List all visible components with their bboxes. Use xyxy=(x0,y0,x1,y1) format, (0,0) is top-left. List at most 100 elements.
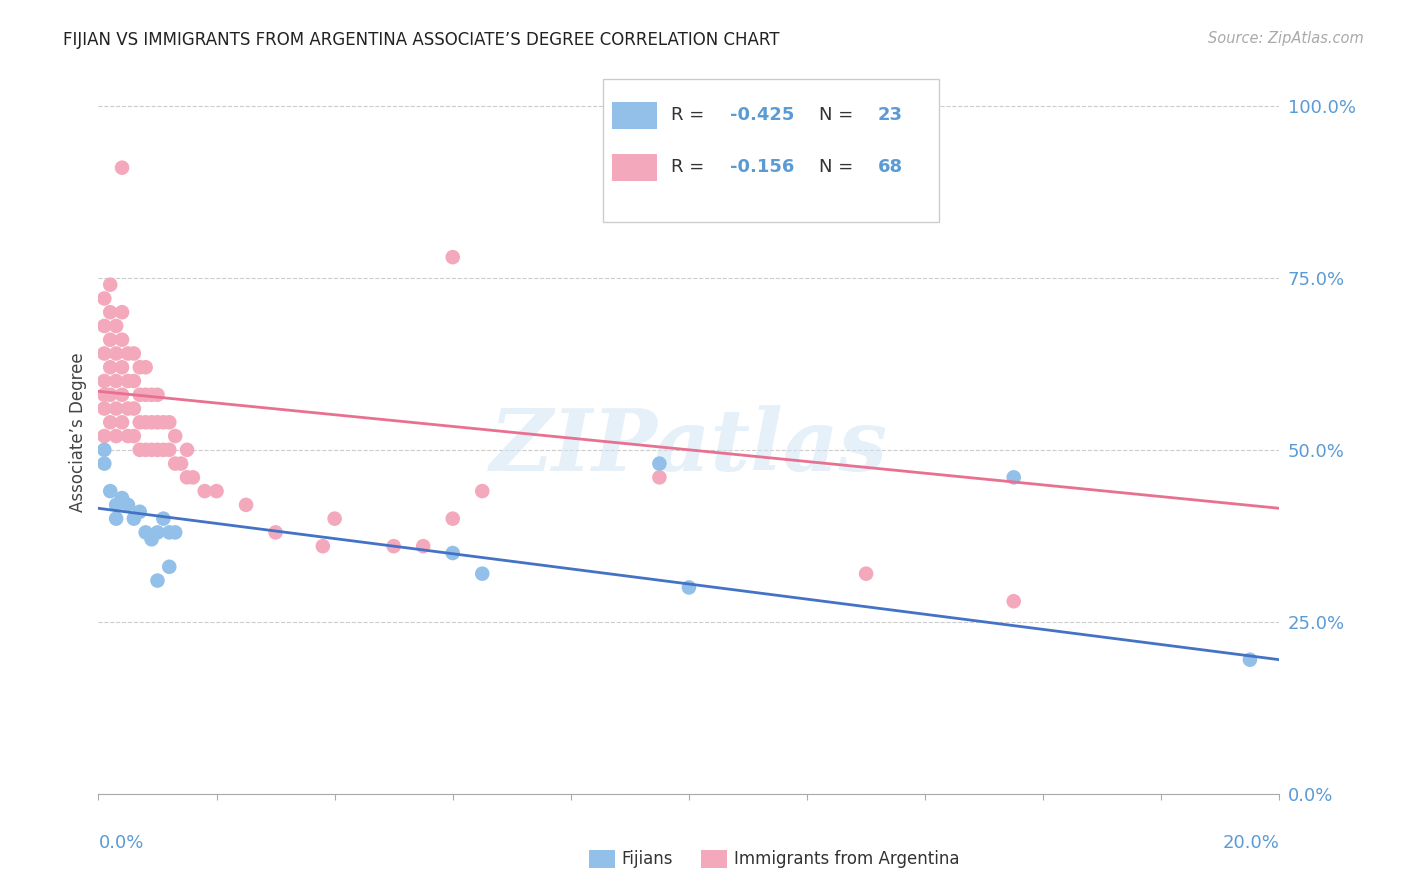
Point xyxy=(157,559,180,574)
Text: -0.156: -0.156 xyxy=(730,158,794,176)
Point xyxy=(128,388,150,402)
Point xyxy=(117,374,139,388)
Text: 23: 23 xyxy=(877,106,903,124)
Point xyxy=(98,484,121,499)
Point xyxy=(205,484,228,499)
Point xyxy=(105,498,128,512)
Point xyxy=(93,318,115,333)
Text: 68: 68 xyxy=(877,158,903,176)
Point xyxy=(165,457,187,471)
Point xyxy=(176,470,198,484)
Point xyxy=(1002,594,1025,608)
Point xyxy=(105,374,128,388)
Point xyxy=(170,457,193,471)
Point xyxy=(98,388,121,402)
Point xyxy=(135,388,157,402)
Point xyxy=(122,511,145,525)
FancyBboxPatch shape xyxy=(612,153,657,181)
Point xyxy=(111,491,134,505)
Point xyxy=(122,374,145,388)
Point xyxy=(128,505,150,519)
Text: N =: N = xyxy=(818,106,859,124)
Point xyxy=(146,574,169,588)
Point xyxy=(105,401,128,416)
Point xyxy=(135,415,157,429)
Point xyxy=(323,511,346,525)
Point xyxy=(141,415,163,429)
Point xyxy=(93,442,115,457)
Point xyxy=(194,484,217,499)
Text: 20.0%: 20.0% xyxy=(1223,834,1279,852)
Point xyxy=(98,277,121,292)
Point xyxy=(98,415,121,429)
Point xyxy=(165,429,187,443)
Text: R =: R = xyxy=(671,106,710,124)
Text: N =: N = xyxy=(818,158,859,176)
Text: -0.425: -0.425 xyxy=(730,106,794,124)
Point xyxy=(93,457,115,471)
Point xyxy=(141,533,163,547)
Point xyxy=(93,429,115,443)
Point xyxy=(157,525,180,540)
Point xyxy=(146,442,169,457)
Point xyxy=(471,566,494,581)
Point xyxy=(648,470,671,484)
Point xyxy=(111,388,134,402)
FancyBboxPatch shape xyxy=(700,849,727,868)
Point xyxy=(111,305,134,319)
Point xyxy=(165,525,187,540)
Point xyxy=(117,346,139,360)
Point xyxy=(141,442,163,457)
Point xyxy=(122,429,145,443)
Text: Immigrants from Argentina: Immigrants from Argentina xyxy=(734,850,959,868)
Point xyxy=(648,457,671,471)
Point xyxy=(157,442,180,457)
Point xyxy=(93,346,115,360)
Point xyxy=(678,581,700,595)
Point xyxy=(152,415,174,429)
Point xyxy=(855,566,877,581)
Point xyxy=(152,511,174,525)
Point xyxy=(1002,470,1025,484)
Point xyxy=(264,525,287,540)
Point xyxy=(105,429,128,443)
Point xyxy=(128,442,150,457)
Point xyxy=(105,511,128,525)
Point xyxy=(98,333,121,347)
Point xyxy=(93,374,115,388)
Point xyxy=(111,415,134,429)
Point xyxy=(181,470,204,484)
FancyBboxPatch shape xyxy=(589,849,614,868)
Point xyxy=(441,511,464,525)
Point xyxy=(111,161,134,175)
Point xyxy=(111,333,134,347)
FancyBboxPatch shape xyxy=(612,102,657,129)
Text: R =: R = xyxy=(671,158,710,176)
Point xyxy=(152,442,174,457)
Point xyxy=(146,525,169,540)
Point xyxy=(128,360,150,375)
Point xyxy=(412,539,434,553)
Point xyxy=(146,415,169,429)
Point xyxy=(117,498,139,512)
Point xyxy=(122,401,145,416)
Point xyxy=(441,546,464,560)
Point xyxy=(93,401,115,416)
Point xyxy=(98,360,121,375)
Point xyxy=(93,292,115,306)
Text: ZIPatlas: ZIPatlas xyxy=(489,405,889,489)
Point xyxy=(128,415,150,429)
Point xyxy=(105,346,128,360)
Point xyxy=(122,346,145,360)
Point xyxy=(312,539,335,553)
FancyBboxPatch shape xyxy=(603,78,939,222)
Point xyxy=(146,388,169,402)
Point xyxy=(1239,653,1261,667)
Point xyxy=(135,442,157,457)
Text: Source: ZipAtlas.com: Source: ZipAtlas.com xyxy=(1208,31,1364,46)
Point xyxy=(471,484,494,499)
Text: 0.0%: 0.0% xyxy=(98,834,143,852)
Y-axis label: Associate’s Degree: Associate’s Degree xyxy=(69,353,87,512)
Point xyxy=(117,429,139,443)
Point xyxy=(176,442,198,457)
